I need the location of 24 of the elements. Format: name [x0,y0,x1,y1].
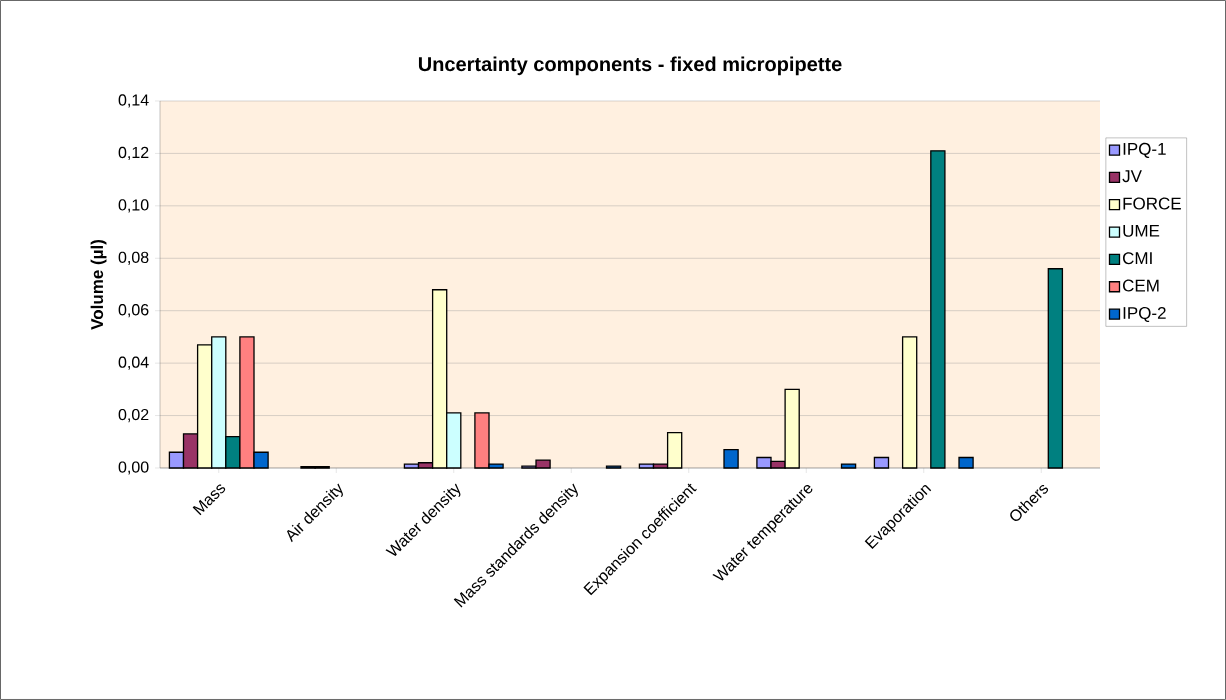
legend-label: CEM [1122,279,1159,292]
y-tick-label: 0,08 [118,251,149,265]
legend-label: FORCE [1123,197,1181,210]
y-tick-label: 0,12 [118,146,149,161]
legend-label: UME [1123,224,1160,237]
bar [723,448,739,469]
y-tick-label: 0,14 [118,94,149,108]
y-axis-title: Volume (µl) [90,239,107,330]
bar [901,336,918,469]
y-tick-label: 0,10 [118,199,149,213]
y-tick-label: 0,02 [118,408,149,423]
bar [930,150,946,469]
y-tick-label: 0,00 [118,461,149,475]
y-tick-label: 0,04 [118,356,149,370]
bar [1047,268,1064,469]
chart-title: Uncertainty components - fixed micropipette [418,56,842,76]
y-tick-label: 0,06 [118,304,149,318]
legend-label: CMI [1122,252,1152,265]
legend-label: IPQ-1 [1123,142,1166,158]
bar [873,456,890,469]
bar [958,456,974,469]
legend-label: IPQ-2 [1123,306,1166,323]
bar [840,463,857,469]
legend-label: JV [1122,170,1142,183]
